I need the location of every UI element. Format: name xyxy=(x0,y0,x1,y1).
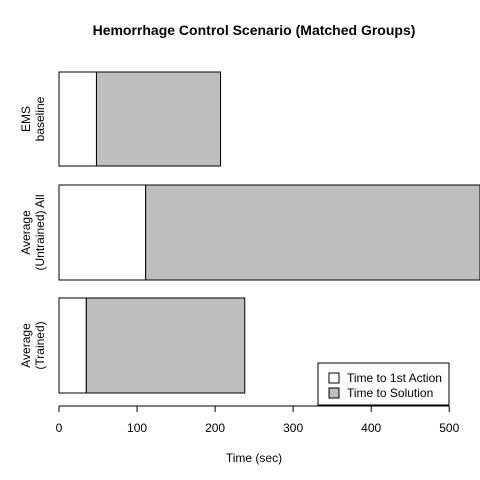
category-label: EMSbaseline xyxy=(19,96,47,141)
x-axis-label: Time (sec) xyxy=(226,451,282,465)
x-tick-label: 300 xyxy=(283,421,303,435)
category-label: Average(Untrained) All xyxy=(19,194,47,270)
x-tick-label: 500 xyxy=(439,421,459,435)
category-labels: EMSbaseline Average(Untrained) All Average… xyxy=(19,96,47,369)
bar-segment xyxy=(58,71,97,167)
x-tick-label: 100 xyxy=(127,421,147,435)
bar-segment xyxy=(145,184,480,281)
x-tick-label: 200 xyxy=(205,421,225,435)
bar-segment xyxy=(85,297,246,394)
x-tick-label: 400 xyxy=(361,421,381,435)
bars-group xyxy=(58,71,480,394)
legend-label: Time to Solution xyxy=(347,386,433,400)
bar-segment xyxy=(58,184,147,281)
legend-swatch xyxy=(328,387,340,399)
legend-box xyxy=(317,362,450,406)
legend-label: Time to 1st Action xyxy=(347,371,442,385)
category-label: Average(Trained) xyxy=(19,321,47,369)
bar-segment xyxy=(58,297,87,394)
chart-title: Hemorrhage Control Scenario (Matched Gro… xyxy=(93,22,416,38)
x-axis: 0 100 200 300 400 500 xyxy=(56,405,460,435)
bar-segment xyxy=(95,71,222,167)
x-tick-label: 0 xyxy=(56,421,63,435)
legend-swatch xyxy=(328,372,340,384)
